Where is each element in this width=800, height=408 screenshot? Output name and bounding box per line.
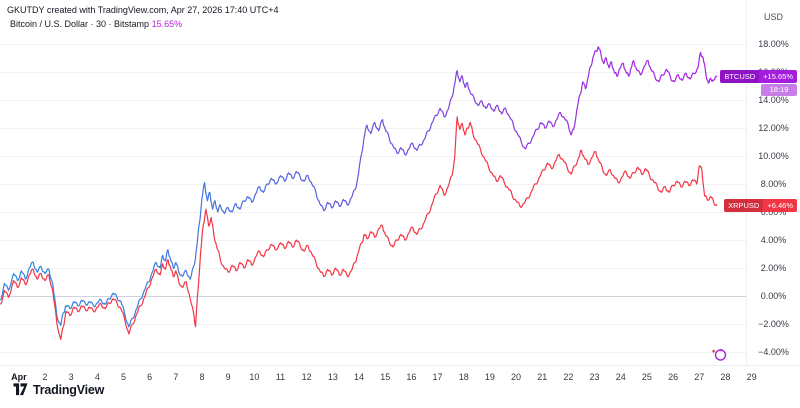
time-axis[interactable]: Apr 2 3 4 5 6 7 8 9 10 11 12 13 14 15 16 17 18 19 20 21 22 23 2… (0, 366, 800, 408)
time-axis-day-label: 26 (668, 372, 679, 382)
time-axis-day-label: 19 (484, 372, 495, 382)
price-axis-label: 18.00% (758, 39, 789, 49)
tradingview-logo-text: TradingView (33, 382, 105, 397)
time-axis-day-label: 3 (68, 372, 74, 382)
time-axis-day-label: 17 (432, 372, 443, 382)
price-axis-label: 2.00% (760, 263, 787, 273)
price-axis-label: −2.00% (758, 319, 789, 329)
time-axis-month-label: Apr (11, 372, 27, 382)
price-axis[interactable]: USD 18.00%16.00%14.00%12.00%10.00%8.00%6… (747, 0, 800, 365)
symbol-description: Bitcoin / U.S. Dollar · 30 · Bitstamp (10, 19, 150, 29)
time-axis-day-label: 23 (589, 372, 600, 382)
refresh-updates-icon[interactable] (709, 346, 729, 364)
price-axis-label: 14.00% (758, 95, 789, 105)
price-axis-label: −4.00% (758, 347, 789, 357)
price-axis-label: 10.00% (758, 151, 789, 161)
time-axis-day-label: 6 (147, 372, 153, 382)
time-axis-day-label: 28 (720, 372, 731, 382)
price-axis-separator (746, 0, 747, 365)
time-axis-day-label: 14 (354, 372, 365, 382)
time-axis-day-label: 29 (746, 372, 757, 382)
time-axis-day-label: 16 (406, 372, 417, 382)
xrpusd-series-line (0, 116, 718, 340)
btcusd-bar-countdown: 18:19 (761, 84, 797, 96)
symbol-info-line: Bitcoin / U.S. Dollar · 30 · Bitstamp 15… (10, 18, 279, 30)
btcusd-series-line (0, 46, 718, 328)
symbol-change-percent: 15.65% (151, 19, 183, 29)
time-axis-day-label: 9 (225, 372, 231, 382)
xrpusd-symbol-label: XRPUSD (724, 198, 764, 213)
price-axis-unit-toggle[interactable]: USD (763, 12, 783, 22)
time-axis-day-label: 22 (563, 372, 574, 382)
btcusd-price-label-badge: BTCUSD +15.65% 18:19 (720, 69, 797, 96)
time-axis-day-label: 4 (94, 372, 100, 382)
time-axis-day-label: 11 (275, 372, 286, 382)
time-axis-day-label: 12 (301, 372, 312, 382)
time-axis-day-label: 10 (249, 372, 260, 382)
btcusd-change-label: +15.65% (759, 69, 797, 84)
time-axis-day-label: 20 (511, 372, 522, 382)
price-axis-label: 8.00% (760, 179, 787, 189)
btcusd-symbol-label: BTCUSD (720, 69, 760, 84)
time-axis-day-label: 13 (327, 372, 338, 382)
time-axis-day-label: 24 (615, 372, 626, 382)
price-axis-label: 0.00% (760, 291, 787, 301)
time-axis-day-label: 7 (173, 372, 179, 382)
tradingview-logo[interactable]: TradingView (13, 382, 104, 397)
time-axis-day-label: 15 (380, 372, 391, 382)
xrpusd-price-label-badge: XRPUSD +6.46% (724, 198, 797, 213)
time-axis-day-label: 25 (641, 372, 652, 382)
price-axis-label: 12.00% (758, 123, 789, 133)
time-axis-day-label: 8 (199, 372, 205, 382)
xrpusd-change-label: +6.46% (763, 198, 797, 213)
tradingview-logo-icon (13, 383, 28, 396)
chart-header: GKUTDY created with TradingView.com, Apr… (7, 4, 279, 30)
time-axis-day-label: 2 (42, 372, 48, 382)
time-axis-day-label: 27 (694, 372, 705, 382)
attribution-text: GKUTDY created with TradingView.com, Apr… (7, 5, 279, 15)
time-axis-day-label: 5 (120, 372, 127, 382)
time-axis-day-label: 21 (537, 372, 548, 382)
time-axis-separator (0, 365, 800, 366)
price-axis-label: 4.00% (760, 235, 787, 245)
time-axis-day-label: 18 (458, 372, 469, 382)
